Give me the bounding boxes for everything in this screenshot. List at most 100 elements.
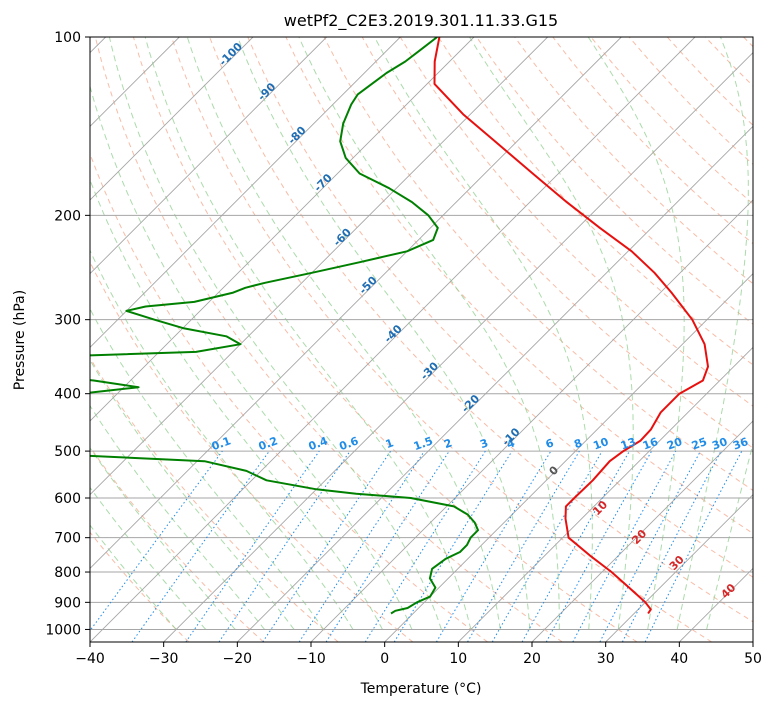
moist-adiabat bbox=[237, 37, 531, 630]
mixing-ratio-label: 1 bbox=[384, 436, 396, 451]
mixing-ratio-label: 0.6 bbox=[338, 434, 361, 453]
mixing-ratio-label: 8 bbox=[572, 436, 584, 451]
moist-adiabat bbox=[90, 486, 207, 630]
isotherm bbox=[90, 37, 254, 201]
x-tick-label: 50 bbox=[744, 651, 762, 667]
moist-adiabat bbox=[108, 37, 442, 630]
moist-adiabat bbox=[90, 84, 413, 630]
isotherm bbox=[90, 37, 622, 569]
chart-title: wetPf2_C2E3.2019.301.11.33.G15 bbox=[284, 11, 558, 31]
dry-adiabat bbox=[132, 37, 638, 642]
moist-adiabat bbox=[90, 404, 265, 630]
y-tick-label: 900 bbox=[54, 595, 81, 611]
y-axis-label: Pressure (hPa) bbox=[12, 290, 28, 390]
mixing-ratio-label: 20 bbox=[665, 435, 684, 453]
background-lines bbox=[90, 37, 753, 642]
mixing-ratio-line bbox=[90, 450, 223, 632]
temperature-line bbox=[433, 37, 709, 615]
x-tick-label: −20 bbox=[223, 651, 253, 667]
mixing-ratio-line bbox=[185, 450, 320, 642]
y-axis-ticks: 1000 900 800 700 600 500 400 300 200 100 bbox=[45, 30, 90, 638]
mixing-ratio-label: 0.4 bbox=[307, 434, 330, 453]
mixing-ratio-line bbox=[325, 450, 450, 642]
x-tick-label: 30 bbox=[597, 651, 615, 667]
mixing-ratio-label: 13 bbox=[619, 435, 638, 452]
moist-adiabat bbox=[90, 308, 324, 630]
mixing-ratio-label: 6 bbox=[544, 436, 556, 451]
mixing-ratio-label: 0.1 bbox=[210, 434, 233, 453]
x-tick-label: −30 bbox=[149, 651, 179, 667]
dry-adiabat bbox=[361, 37, 753, 449]
isotherm bbox=[90, 37, 475, 422]
dry-adiabat bbox=[90, 446, 264, 642]
mixing-ratio-line bbox=[393, 450, 513, 642]
mixing-ratio-label: 16 bbox=[641, 435, 660, 453]
mixing-ratio-label: 4 bbox=[505, 436, 517, 451]
x-axis-label: Temperature (°C) bbox=[360, 681, 482, 697]
y-tick-label: 800 bbox=[54, 565, 81, 581]
isotherm bbox=[237, 125, 753, 642]
mixing-ratio-line bbox=[131, 450, 270, 642]
x-tick-label: −10 bbox=[296, 651, 326, 667]
mixing-ratio-line bbox=[521, 450, 630, 642]
isotherm bbox=[90, 37, 401, 348]
dewpoint-line bbox=[90, 37, 479, 615]
x-tick-label: 20 bbox=[523, 651, 541, 667]
dry-adiabat bbox=[514, 37, 753, 285]
mixing-ratio-label: 3 bbox=[478, 436, 490, 451]
moist-adiabat bbox=[587, 37, 685, 630]
mixing-ratio-line bbox=[545, 450, 653, 642]
mixing-ratio-line bbox=[218, 450, 351, 642]
dry-adiabat bbox=[90, 531, 190, 642]
mixing-ratio-line bbox=[572, 450, 677, 642]
moist-adiabat bbox=[676, 37, 749, 630]
moist-adiabat bbox=[90, 358, 295, 630]
moist-adiabat bbox=[706, 441, 753, 630]
isotherm bbox=[458, 346, 753, 642]
moist-adiabat bbox=[90, 249, 354, 630]
x-tick-label: 10 bbox=[449, 651, 467, 667]
dry-adiabat bbox=[247, 37, 753, 578]
moist-adiabat bbox=[144, 37, 472, 630]
x-tick-label: −40 bbox=[75, 651, 105, 667]
x-tick-label: 0 bbox=[380, 651, 389, 667]
y-tick-label: 500 bbox=[54, 444, 81, 460]
isotherm bbox=[605, 494, 753, 642]
moist-adiabat bbox=[90, 447, 236, 630]
dry-adiabat bbox=[399, 37, 753, 407]
dry-adiabat bbox=[209, 37, 753, 623]
moist-adiabat bbox=[90, 524, 177, 630]
mixing-ratio-label: 2 bbox=[442, 436, 454, 451]
mixing-ratio-label: 0.2 bbox=[257, 434, 280, 453]
dry-adiabat bbox=[171, 37, 712, 642]
mixing-ratio-label: 10 bbox=[591, 435, 610, 453]
y-tick-label: 400 bbox=[54, 387, 81, 403]
x-axis-ticks: −40 −30 −20 −10 0 10 20 30 40 50 bbox=[75, 642, 762, 667]
dry-adiabat bbox=[90, 356, 339, 642]
y-tick-label: 100 bbox=[54, 30, 81, 46]
moist-adiabat bbox=[298, 37, 560, 630]
dry-adiabat bbox=[94, 37, 563, 642]
isotherm bbox=[90, 37, 696, 642]
mixing-ratio-label: 1.5 bbox=[412, 434, 435, 453]
mixing-ratio-line bbox=[644, 450, 743, 642]
isotherm bbox=[90, 37, 327, 275]
y-tick-label: 200 bbox=[54, 208, 81, 224]
moist-adiabat bbox=[469, 37, 634, 630]
mixing-ratio-label: 36 bbox=[731, 435, 750, 453]
isotherm bbox=[310, 199, 753, 642]
y-tick-label: 1000 bbox=[45, 622, 81, 638]
mixing-ratio-line bbox=[298, 450, 425, 642]
moist-adiabat bbox=[374, 37, 593, 630]
y-tick-label: 600 bbox=[54, 491, 81, 507]
isotherm bbox=[531, 420, 753, 642]
y-tick-label: 300 bbox=[54, 313, 81, 329]
series-lines bbox=[90, 37, 709, 615]
x-tick-label: 40 bbox=[670, 651, 688, 667]
isotherm bbox=[384, 273, 753, 642]
y-tick-label: 700 bbox=[54, 531, 81, 547]
plot-frame bbox=[89, 36, 754, 643]
mixing-ratio-label: 25 bbox=[690, 435, 709, 452]
isotherm bbox=[163, 52, 753, 642]
